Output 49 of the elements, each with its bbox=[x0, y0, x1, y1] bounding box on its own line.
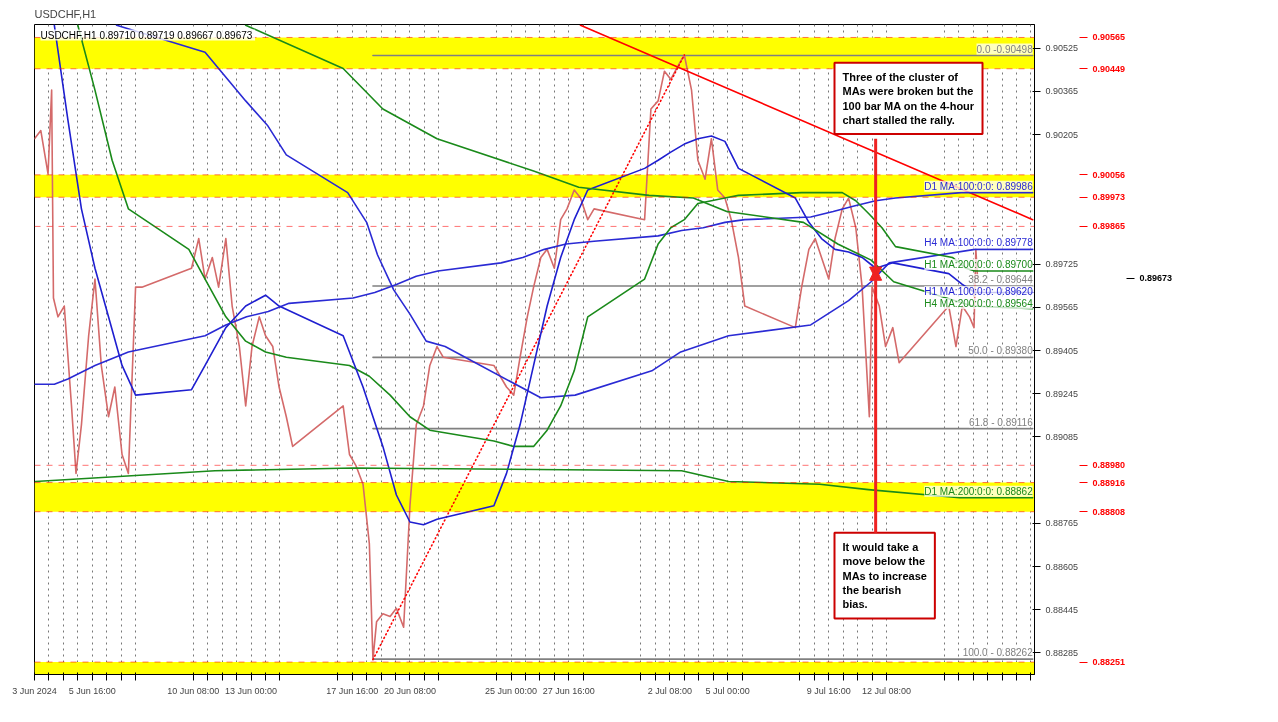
y-tick-label: 0.89725 bbox=[1045, 259, 1079, 270]
x-tick-label: 5 Jun 16:00 bbox=[68, 685, 116, 696]
y-tick-label: 0.88765 bbox=[1045, 518, 1079, 529]
x-tick-label: 10 Jun 08:00 bbox=[167, 685, 220, 696]
x-tick-label: 20 Jun 08:00 bbox=[383, 685, 436, 696]
x-tick-label: 9 Jul 16:00 bbox=[806, 685, 851, 696]
text: 0.89673 bbox=[1139, 273, 1173, 284]
x-tick-label: 3 Jun 2024 bbox=[12, 685, 57, 696]
y-tick-label: 0.90365 bbox=[1045, 86, 1079, 97]
ref-line-label: 0.90565 bbox=[1092, 32, 1126, 43]
series-label: 61.8 - 0.89116 bbox=[968, 416, 1034, 428]
ref-line-label: 0.88251 bbox=[1092, 657, 1126, 668]
series-label: 0.0 -0.90498 bbox=[976, 43, 1034, 55]
y-tick-label: 0.89565 bbox=[1045, 302, 1079, 313]
series-label: 50.0 - 0.89380 bbox=[968, 345, 1034, 357]
y-tick-label: 0.90525 bbox=[1045, 43, 1079, 54]
y-tick-label: 0.88605 bbox=[1045, 561, 1079, 572]
y-tick-label: 0.89245 bbox=[1045, 388, 1079, 399]
series-label: D1 MA:100:0:0: 0.89986 bbox=[924, 180, 1034, 192]
series-label: H4 MA:100:0:0: 0.89778 bbox=[924, 237, 1034, 249]
annotation: Three of the cluster of MAs were broken but the 100 bar MA on the 4-hour chart stalled the rally. bbox=[842, 70, 975, 126]
y-tick-label: 0.90205 bbox=[1045, 129, 1079, 140]
text: USDCHF,H1 0.89710 0.89719 0.89667 0.89673 bbox=[40, 29, 253, 41]
ref-line-label: 0.88916 bbox=[1092, 477, 1126, 488]
series-label: 100.0 - 0.88262 bbox=[962, 647, 1034, 659]
ref-line-label: 0.90449 bbox=[1092, 63, 1126, 74]
x-tick-label: 13 Jun 00:00 bbox=[225, 685, 278, 696]
chart-title: USDCHF,H1 bbox=[34, 7, 97, 20]
y-tick-label: 0.89085 bbox=[1045, 431, 1079, 442]
y-tick-label: 0.88285 bbox=[1045, 647, 1079, 658]
y-tick-label: 0.88445 bbox=[1045, 604, 1079, 615]
x-tick-label: 17 Jun 16:00 bbox=[326, 685, 379, 696]
x-tick-label: 5 Jul 00:00 bbox=[705, 685, 750, 696]
ref-line-label: 0.88808 bbox=[1092, 506, 1126, 517]
x-tick-label: 27 Jun 16:00 bbox=[542, 685, 595, 696]
series-label: H1 MA:200:0:0: 0.89700 bbox=[924, 258, 1034, 270]
ref-line-label: 0.88980 bbox=[1092, 460, 1126, 471]
x-tick-label: 25 Jun 00:00 bbox=[485, 685, 538, 696]
series-label: H1 MA:100:0:0: 0.89620 bbox=[924, 286, 1034, 298]
y-tick-label: 0.89405 bbox=[1045, 345, 1079, 356]
series-label: H4 MA:200:0:0: 0.89564 bbox=[924, 298, 1034, 310]
ref-line-label: 0.89973 bbox=[1092, 192, 1126, 203]
series-label: D1 MA:200:0:0: 0.88862 bbox=[924, 485, 1034, 497]
annotation: It would take a move below the MAs to increase the bearish bias. bbox=[842, 540, 927, 611]
series-label: 38.2 - 0.89644 bbox=[968, 274, 1034, 286]
x-tick-label: 2 Jul 08:00 bbox=[647, 685, 692, 696]
ref-line-label: 0.90056 bbox=[1092, 169, 1126, 180]
ref-line-label: 0.89865 bbox=[1092, 221, 1126, 232]
x-tick-label: 12 Jul 08:00 bbox=[861, 685, 912, 696]
